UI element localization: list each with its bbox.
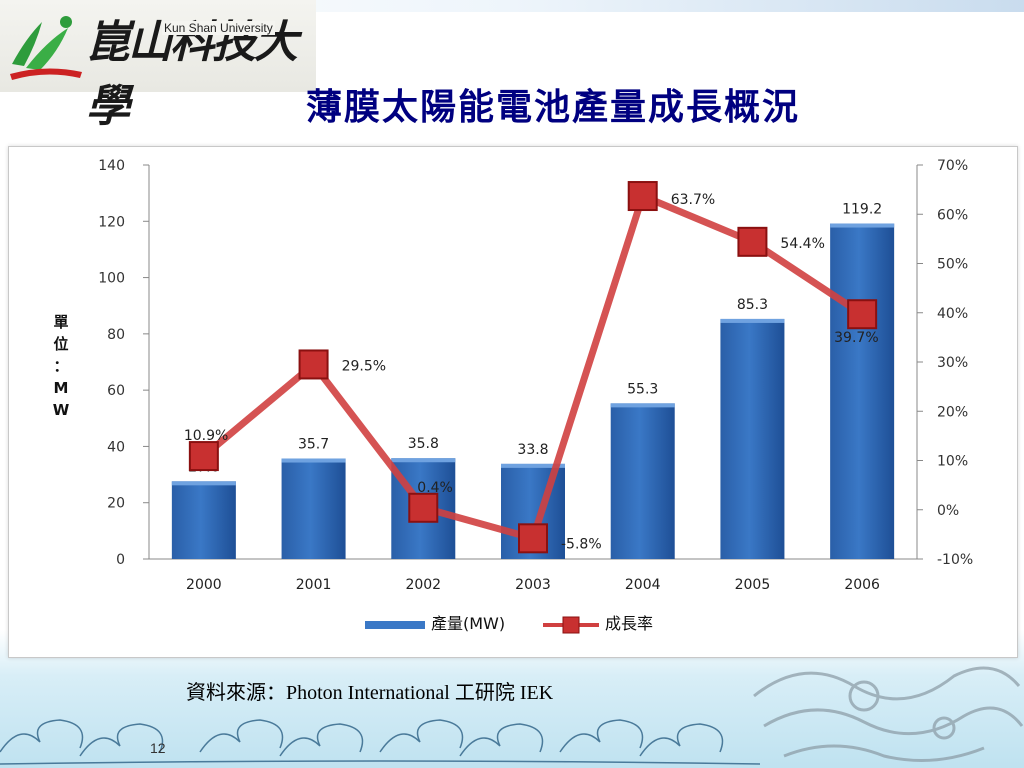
y-tick-label: 40 (107, 439, 125, 455)
bar-data-label: 35.8 (408, 436, 439, 452)
growth-data-label: 54.4% (780, 236, 824, 252)
bar-top-highlight (720, 318, 785, 323)
y2-tick-label: 50% (937, 257, 968, 273)
bar-2005 (720, 318, 785, 559)
x-tick-label: 2001 (296, 577, 332, 593)
y2-tick-label: 40% (937, 306, 968, 322)
x-tick-label: 2003 (515, 577, 551, 593)
y2-tick-label: 20% (937, 404, 968, 420)
y2-tick-label: 10% (937, 454, 968, 470)
growth-point-2002 (408, 492, 439, 523)
bar-2000 (171, 481, 236, 559)
legend-bar-swatch (365, 621, 425, 629)
y2-tick-label: 60% (937, 207, 968, 223)
x-tick-label: 2005 (735, 577, 771, 593)
bar-data-label: 55.3 (627, 381, 658, 397)
page-number: 12 (150, 740, 166, 756)
y2-tick-label: 70% (937, 158, 968, 174)
growth-data-label: 63.7% (671, 192, 715, 208)
growth-point-2001 (298, 349, 329, 380)
x-tick-label: 2004 (625, 577, 661, 593)
growth-data-label: 0.4% (417, 480, 453, 496)
y-axis-label-char: ： (53, 357, 68, 375)
bar-data-label: 35.7 (298, 437, 329, 453)
y-tick-label: 0 (116, 552, 125, 568)
growth-point-2005 (737, 226, 768, 257)
y-axis-label-char: 位 (53, 335, 68, 353)
chart-svg: 0 20 40 60 80 100 120 140 -10% 0% 10% 20% 30% 40% 50% 6… (53, 158, 973, 634)
bar-top-highlight (391, 458, 456, 463)
bar-data-label: 119.2 (842, 202, 882, 218)
university-logo: 崑山科技大學 Kun Shan University (0, 0, 316, 132)
growth-point-2006 (847, 299, 878, 330)
dragon-decoration (753, 666, 1024, 762)
growth-data-label: -5.8% (561, 536, 602, 552)
y-tick-label: 100 (98, 271, 125, 287)
y-tick-label: 60 (107, 383, 125, 399)
y-axis-label-char: W (53, 401, 70, 419)
growth-data-label: 10.9% (184, 428, 228, 444)
y-tick-label: 20 (107, 496, 125, 512)
y2-tick-label: -10% (937, 552, 973, 568)
logo-english-name: Kun Shan University (162, 21, 275, 35)
bar-top-highlight (171, 481, 236, 486)
growth-data-label: 29.5% (342, 358, 386, 374)
y2-tick-label: 0% (937, 503, 959, 519)
growth-point-2003 (518, 523, 548, 554)
bar-2006 (830, 223, 895, 559)
y-axis-label-char: M (54, 379, 69, 397)
legend-bar-label: 產量(MW) (431, 614, 505, 633)
bar-2004 (610, 403, 675, 559)
legend-line-marker (562, 616, 580, 634)
slide-title: 薄膜太陽能電池產量成長概況 (306, 86, 801, 128)
x-tick-label: 2002 (405, 577, 441, 593)
bar-top-highlight (610, 403, 675, 408)
growth-point-2000 (188, 441, 219, 472)
bar-top-highlight (830, 223, 895, 228)
bar-top-highlight (281, 458, 346, 463)
x-tick-label: 2000 (186, 577, 222, 593)
bar-2001 (281, 458, 346, 559)
y-tick-label: 80 (107, 327, 125, 343)
y-axis-label-char: 單 (53, 313, 68, 331)
growth-point-2004 (627, 181, 658, 212)
growth-data-label: 39.7% (834, 330, 878, 346)
wave-decoration (0, 719, 760, 765)
data-source-note: 資料來源：Photon International 工研院 IEK (186, 682, 554, 704)
y-tick-label: 140 (98, 158, 125, 174)
x-tick-label: 2006 (844, 577, 880, 593)
y-tick-label: 120 (98, 214, 125, 230)
legend-line-label: 成長率 (605, 614, 653, 633)
logo-mountain-icon (10, 16, 82, 80)
bar-top-highlight (501, 463, 565, 468)
bar-data-label: 33.8 (517, 442, 548, 458)
y2-tick-label: 30% (937, 355, 968, 371)
chart-container: 0 20 40 60 80 100 120 140 -10% 0% 10% 20% 30% 40% 50% 6… (8, 146, 1018, 658)
bar-data-label: 85.3 (737, 297, 768, 313)
